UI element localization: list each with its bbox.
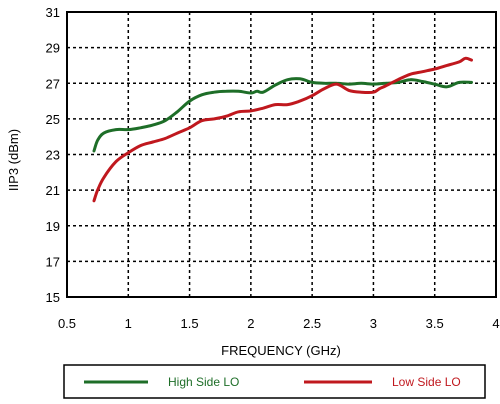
y-axis-ticks: 15 17 19 21 23 25 27 29 31 xyxy=(46,5,60,305)
x-axis-label: FREQUENCY (GHz) xyxy=(221,343,341,358)
x-tick-label: 1 xyxy=(125,316,132,331)
series-lines xyxy=(92,56,473,203)
y-tick-label: 15 xyxy=(46,290,60,305)
x-tick-label: 2 xyxy=(247,316,254,331)
x-tick-label: 2.5 xyxy=(303,316,321,331)
y-tick-label: 29 xyxy=(46,41,60,56)
legend: High Side LO Low Side LO xyxy=(63,364,486,399)
y-tick-label: 25 xyxy=(46,112,60,127)
series-line-high-side-lo xyxy=(92,77,473,153)
x-axis-ticks: 0.5 1 1.5 2 2.5 3 3.5 4 xyxy=(58,316,500,331)
plot-frame xyxy=(66,11,497,298)
y-tick-label: 27 xyxy=(46,76,60,91)
legend-label-high-side-lo: High Side LO xyxy=(168,375,239,389)
legend-label-low-side-lo: Low Side LO xyxy=(392,375,461,389)
grid-lines xyxy=(67,12,496,297)
y-tick-label: 23 xyxy=(46,148,60,163)
x-tick-label: 3.5 xyxy=(426,316,444,331)
series-line-low-side-lo xyxy=(92,56,473,203)
x-tick-label: 1.5 xyxy=(181,316,199,331)
y-axis-label: IIP3 (dBm) xyxy=(6,129,21,191)
y-tick-label: 17 xyxy=(46,254,60,269)
x-tick-label: 3 xyxy=(370,316,377,331)
y-tick-label: 19 xyxy=(46,219,60,234)
legend-box xyxy=(63,364,486,399)
x-tick-label: 0.5 xyxy=(58,316,76,331)
x-tick-label: 4 xyxy=(492,316,499,331)
y-tick-label: 21 xyxy=(46,183,60,198)
y-tick-label: 31 xyxy=(46,5,60,20)
